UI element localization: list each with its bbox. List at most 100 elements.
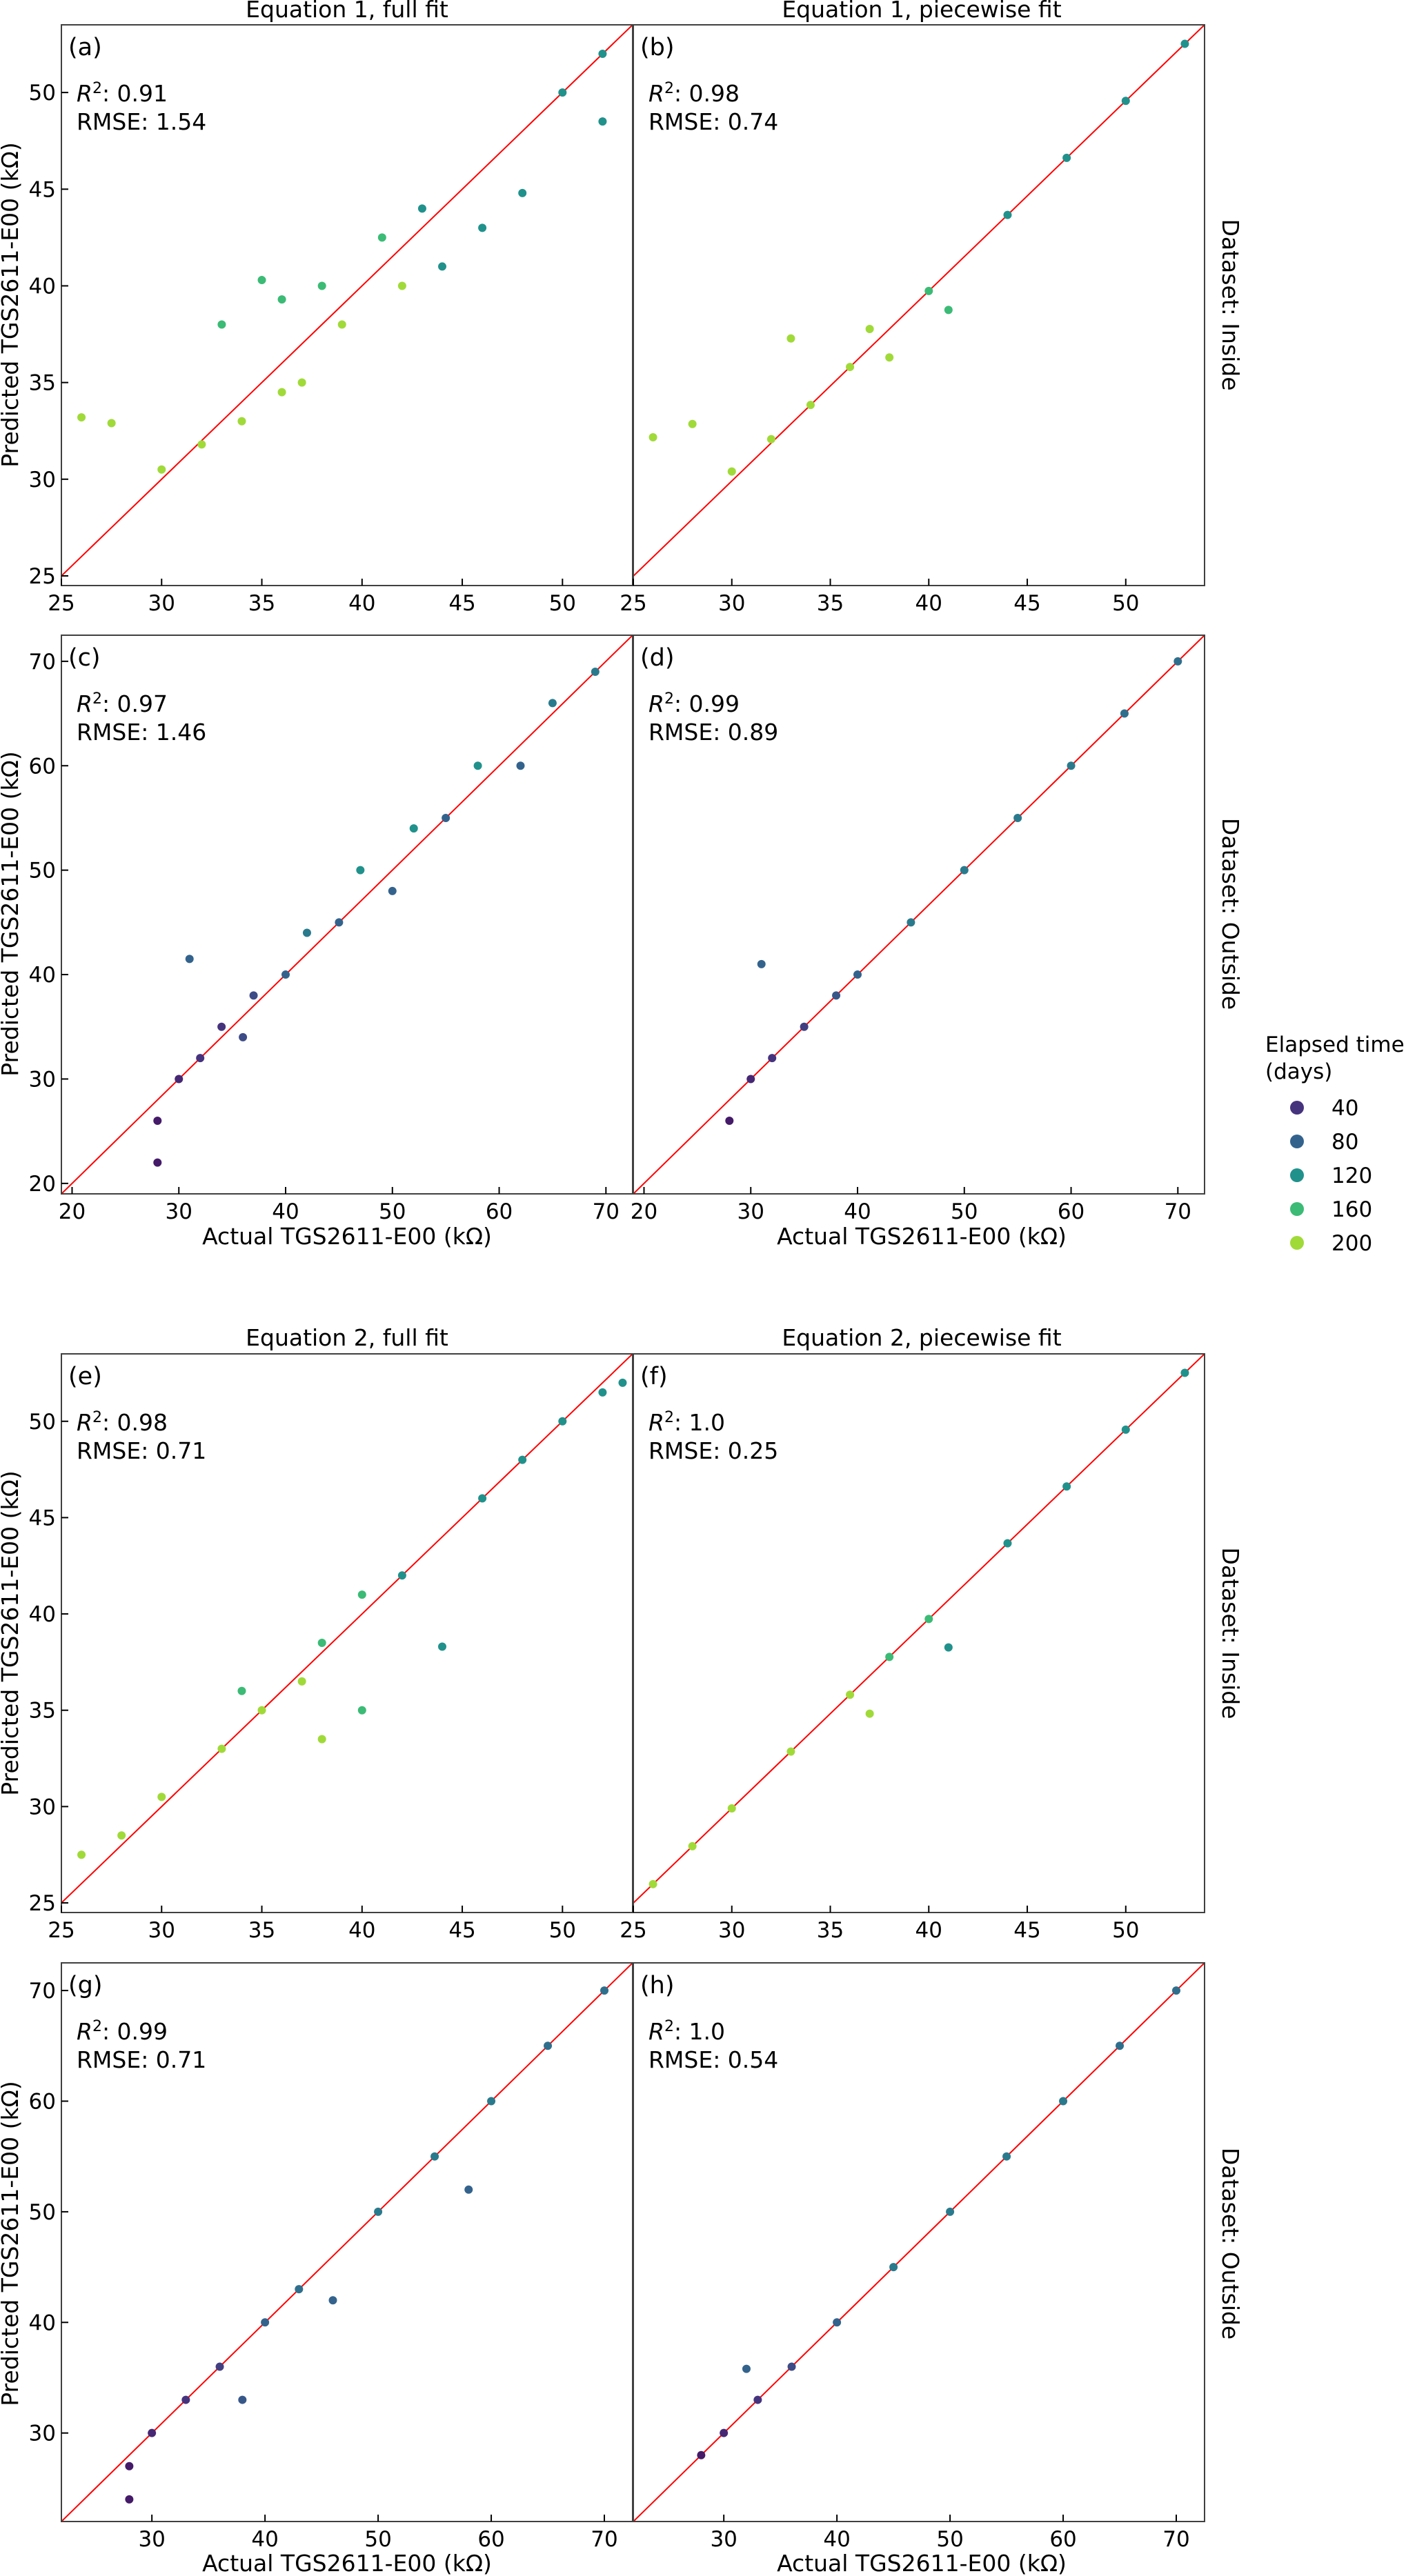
x-tick-label: 30 xyxy=(718,591,745,616)
y-tick-label: 25 xyxy=(29,1891,56,1916)
data-point xyxy=(1062,1482,1071,1491)
column-title-eq2-piecewise: Equation 2, piecewise fit xyxy=(782,1324,1061,1351)
data-point xyxy=(757,959,766,968)
x-tick-label: 30 xyxy=(718,1918,745,1943)
data-point xyxy=(924,286,933,295)
rmse-text: RMSE: 0.25 xyxy=(648,1437,778,1464)
data-point xyxy=(257,1706,266,1715)
rmse-text: RMSE: 0.71 xyxy=(77,1437,206,1464)
data-point xyxy=(832,991,841,1000)
plot-area-f xyxy=(633,1354,1205,1904)
data-point xyxy=(1013,813,1022,822)
r2-text: R2: 0.99 xyxy=(77,2018,168,2045)
data-point xyxy=(1121,1425,1130,1434)
data-point xyxy=(1062,153,1071,162)
data-point xyxy=(442,813,450,822)
x-tick-label: 40 xyxy=(915,591,942,616)
y-axis-labels: Predicted TGS2611-E00 (kΩ) Predicted TGS… xyxy=(0,142,23,2406)
data-point xyxy=(217,320,226,329)
data-point xyxy=(417,204,426,213)
plot-area-c xyxy=(61,635,633,1194)
data-point xyxy=(148,2428,157,2437)
identity-line xyxy=(61,1354,633,1904)
data-point xyxy=(397,281,406,290)
legend-marker-160 xyxy=(1290,1202,1304,1216)
y-tick-label: 45 xyxy=(29,177,56,202)
data-point xyxy=(907,918,915,927)
data-point xyxy=(153,1117,162,1126)
data-point xyxy=(727,1804,736,1813)
data-point xyxy=(1067,761,1076,770)
x-tick-label: 20 xyxy=(59,1199,86,1224)
data-point xyxy=(438,1642,446,1651)
data-point xyxy=(787,2362,796,2371)
data-point xyxy=(297,1677,306,1686)
data-point xyxy=(960,866,969,875)
colorbar-title-line2: (days) xyxy=(1265,1059,1332,1084)
data-point xyxy=(518,1455,527,1464)
data-point xyxy=(125,2462,134,2470)
r2-text: R2: 1.0 xyxy=(648,1409,725,1436)
panel-label: (d) xyxy=(640,644,675,672)
data-point xyxy=(197,440,206,449)
data-point xyxy=(544,2041,553,2050)
data-point xyxy=(238,2395,247,2404)
x-tick-label: 40 xyxy=(823,2527,850,2552)
data-point xyxy=(833,2318,842,2327)
panel-label: (c) xyxy=(68,644,101,672)
data-point xyxy=(944,306,953,314)
data-point xyxy=(591,667,600,676)
data-point xyxy=(1003,1539,1012,1548)
x-tick-label: 35 xyxy=(817,1918,844,1943)
data-point xyxy=(518,188,527,197)
panel-label: (a) xyxy=(68,34,102,61)
data-point xyxy=(753,2395,762,2404)
x-tick-label: 50 xyxy=(549,1918,576,1943)
data-point xyxy=(598,1388,607,1397)
data-point xyxy=(157,1793,166,1801)
legend-label-200: 200 xyxy=(1331,1231,1372,1256)
axes-frame xyxy=(633,1353,1205,1913)
data-point xyxy=(1120,709,1129,718)
y-axis-label-c: Predicted TGS2611-E00 (kΩ) xyxy=(0,751,23,1076)
rmse-text: RMSE: 0.71 xyxy=(77,2046,206,2073)
data-point xyxy=(337,320,346,329)
column-titles: Equation 1, full fit Equation 1, piecewi… xyxy=(246,0,1062,1351)
data-point xyxy=(478,223,487,232)
y-tick-label: 70 xyxy=(29,650,56,675)
x-tick-label: 35 xyxy=(248,1918,275,1943)
r2-text: R2: 0.98 xyxy=(77,1409,168,1436)
y-axis-label-a: Predicted TGS2611-E00 (kΩ) xyxy=(0,142,23,467)
data-point xyxy=(295,2285,304,2294)
r2-text: R2: 0.91 xyxy=(77,80,168,107)
y-tick-label: 40 xyxy=(29,2310,56,2335)
data-point xyxy=(125,2495,134,2504)
data-point xyxy=(261,2318,270,2327)
plot-area-d xyxy=(633,635,1205,1194)
data-point xyxy=(1003,210,1012,219)
data-point xyxy=(297,378,306,387)
panel-label: (h) xyxy=(640,1972,675,1999)
x-tick-label: 25 xyxy=(620,591,646,616)
r2-text: R2: 0.99 xyxy=(648,690,740,717)
data-point xyxy=(786,334,795,343)
x-tick-label: 40 xyxy=(348,1918,375,1943)
data-point xyxy=(648,1879,657,1888)
legend-marker-200 xyxy=(1290,1236,1304,1250)
plot-area-g xyxy=(61,1963,633,2522)
x-tick-label: 40 xyxy=(348,591,375,616)
y-tick-label: 40 xyxy=(29,274,56,299)
data-point xyxy=(944,1643,953,1652)
x-tick-label: 35 xyxy=(248,591,275,616)
plot-area-h xyxy=(633,1963,1205,2522)
data-point xyxy=(237,1686,246,1695)
data-point xyxy=(328,2296,337,2305)
data-point xyxy=(335,918,344,927)
data-point xyxy=(181,2395,190,2404)
x-tick-label: 40 xyxy=(844,1199,871,1224)
identity-line xyxy=(61,635,633,1194)
